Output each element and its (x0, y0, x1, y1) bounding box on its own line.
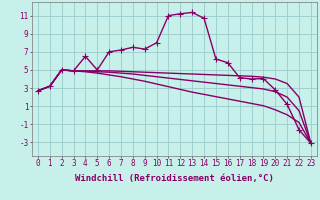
X-axis label: Windchill (Refroidissement éolien,°C): Windchill (Refroidissement éolien,°C) (75, 174, 274, 183)
